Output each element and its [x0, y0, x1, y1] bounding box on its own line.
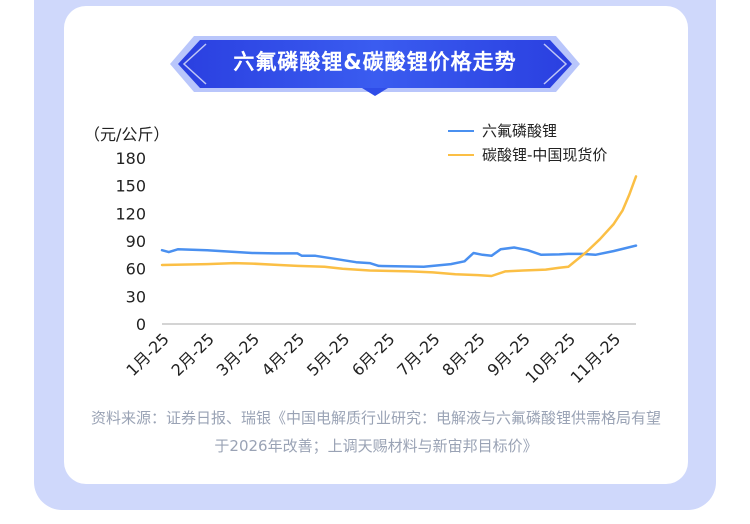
x-tick-label: 4月-25 [258, 329, 308, 379]
x-tick-label: 6月-25 [348, 329, 398, 379]
legend-label-1: 六氟磷酸锂 [482, 122, 557, 140]
series-line-1 [160, 244, 638, 269]
legend-label-2: 碳酸锂-中国现货价 [482, 146, 607, 164]
y-unit-label: （元/公斤） [84, 125, 169, 144]
x-tick-label: 8月-25 [438, 329, 488, 379]
x-tick-label: 2月-25 [168, 329, 218, 379]
y-tick-label: 30 [126, 287, 146, 306]
y-tick-label: 60 [126, 260, 146, 279]
source-note: 资料来源：证券日报、瑞银《中国电解质行业研究：电解液与六氟磷酸锂供需格局有望于2… [90, 409, 661, 455]
y-tick-label: 120 [115, 204, 146, 223]
x-tick-label: 1月-25 [122, 329, 172, 379]
x-tick-label: 7月-25 [393, 329, 443, 379]
y-tick-label: 90 [126, 232, 146, 251]
x-tick-label: 11月-25 [567, 329, 625, 387]
y-tick-label: 180 [115, 149, 146, 168]
y-tick-label: 150 [115, 177, 146, 196]
x-tick-label: 5月-25 [303, 329, 353, 379]
x-tick-label: 3月-25 [213, 329, 263, 379]
title-banner [170, 36, 580, 96]
chart-title: 六氟磷酸锂&碳酸锂价格走势 [233, 50, 517, 74]
series-line-2 [160, 175, 638, 278]
y-tick-label: 0 [136, 315, 146, 334]
